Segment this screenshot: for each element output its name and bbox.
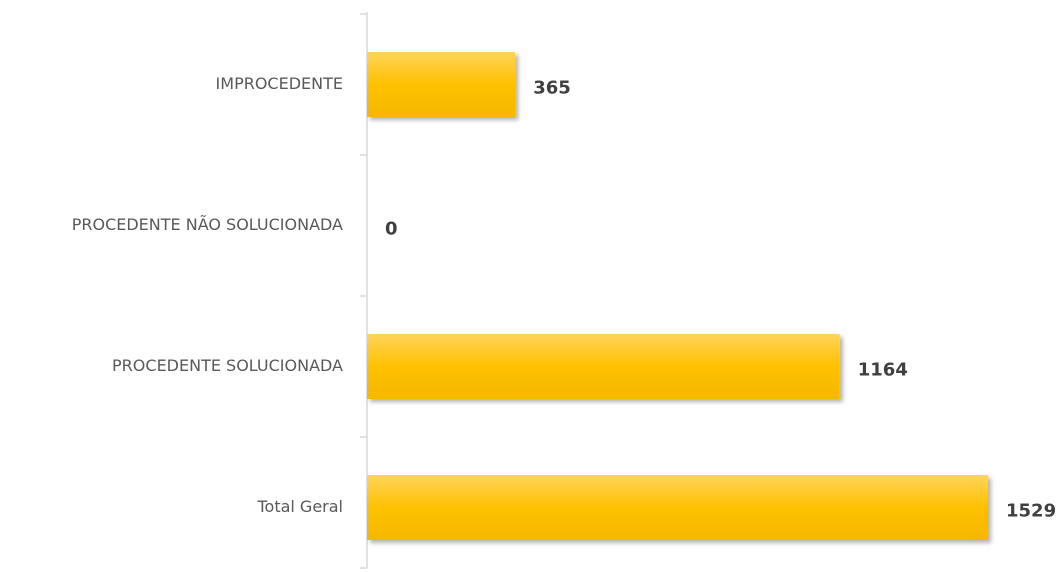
y-tick-label: PROCEDENTE NÃO SOLUCIONADA — [72, 215, 343, 234]
bar — [367, 334, 840, 399]
data-label: 0 — [385, 219, 398, 240]
bar — [367, 52, 516, 117]
y-tick-label: PROCEDENTE SOLUCIONADA — [112, 356, 343, 375]
y-tick-label: IMPROCEDENTE — [216, 74, 343, 93]
data-label: 1529 — [1006, 501, 1056, 522]
data-label: 1164 — [858, 360, 908, 381]
y-tick-label: Total Geral — [256, 497, 343, 516]
bar — [367, 475, 988, 540]
data-label: 365 — [533, 78, 571, 99]
